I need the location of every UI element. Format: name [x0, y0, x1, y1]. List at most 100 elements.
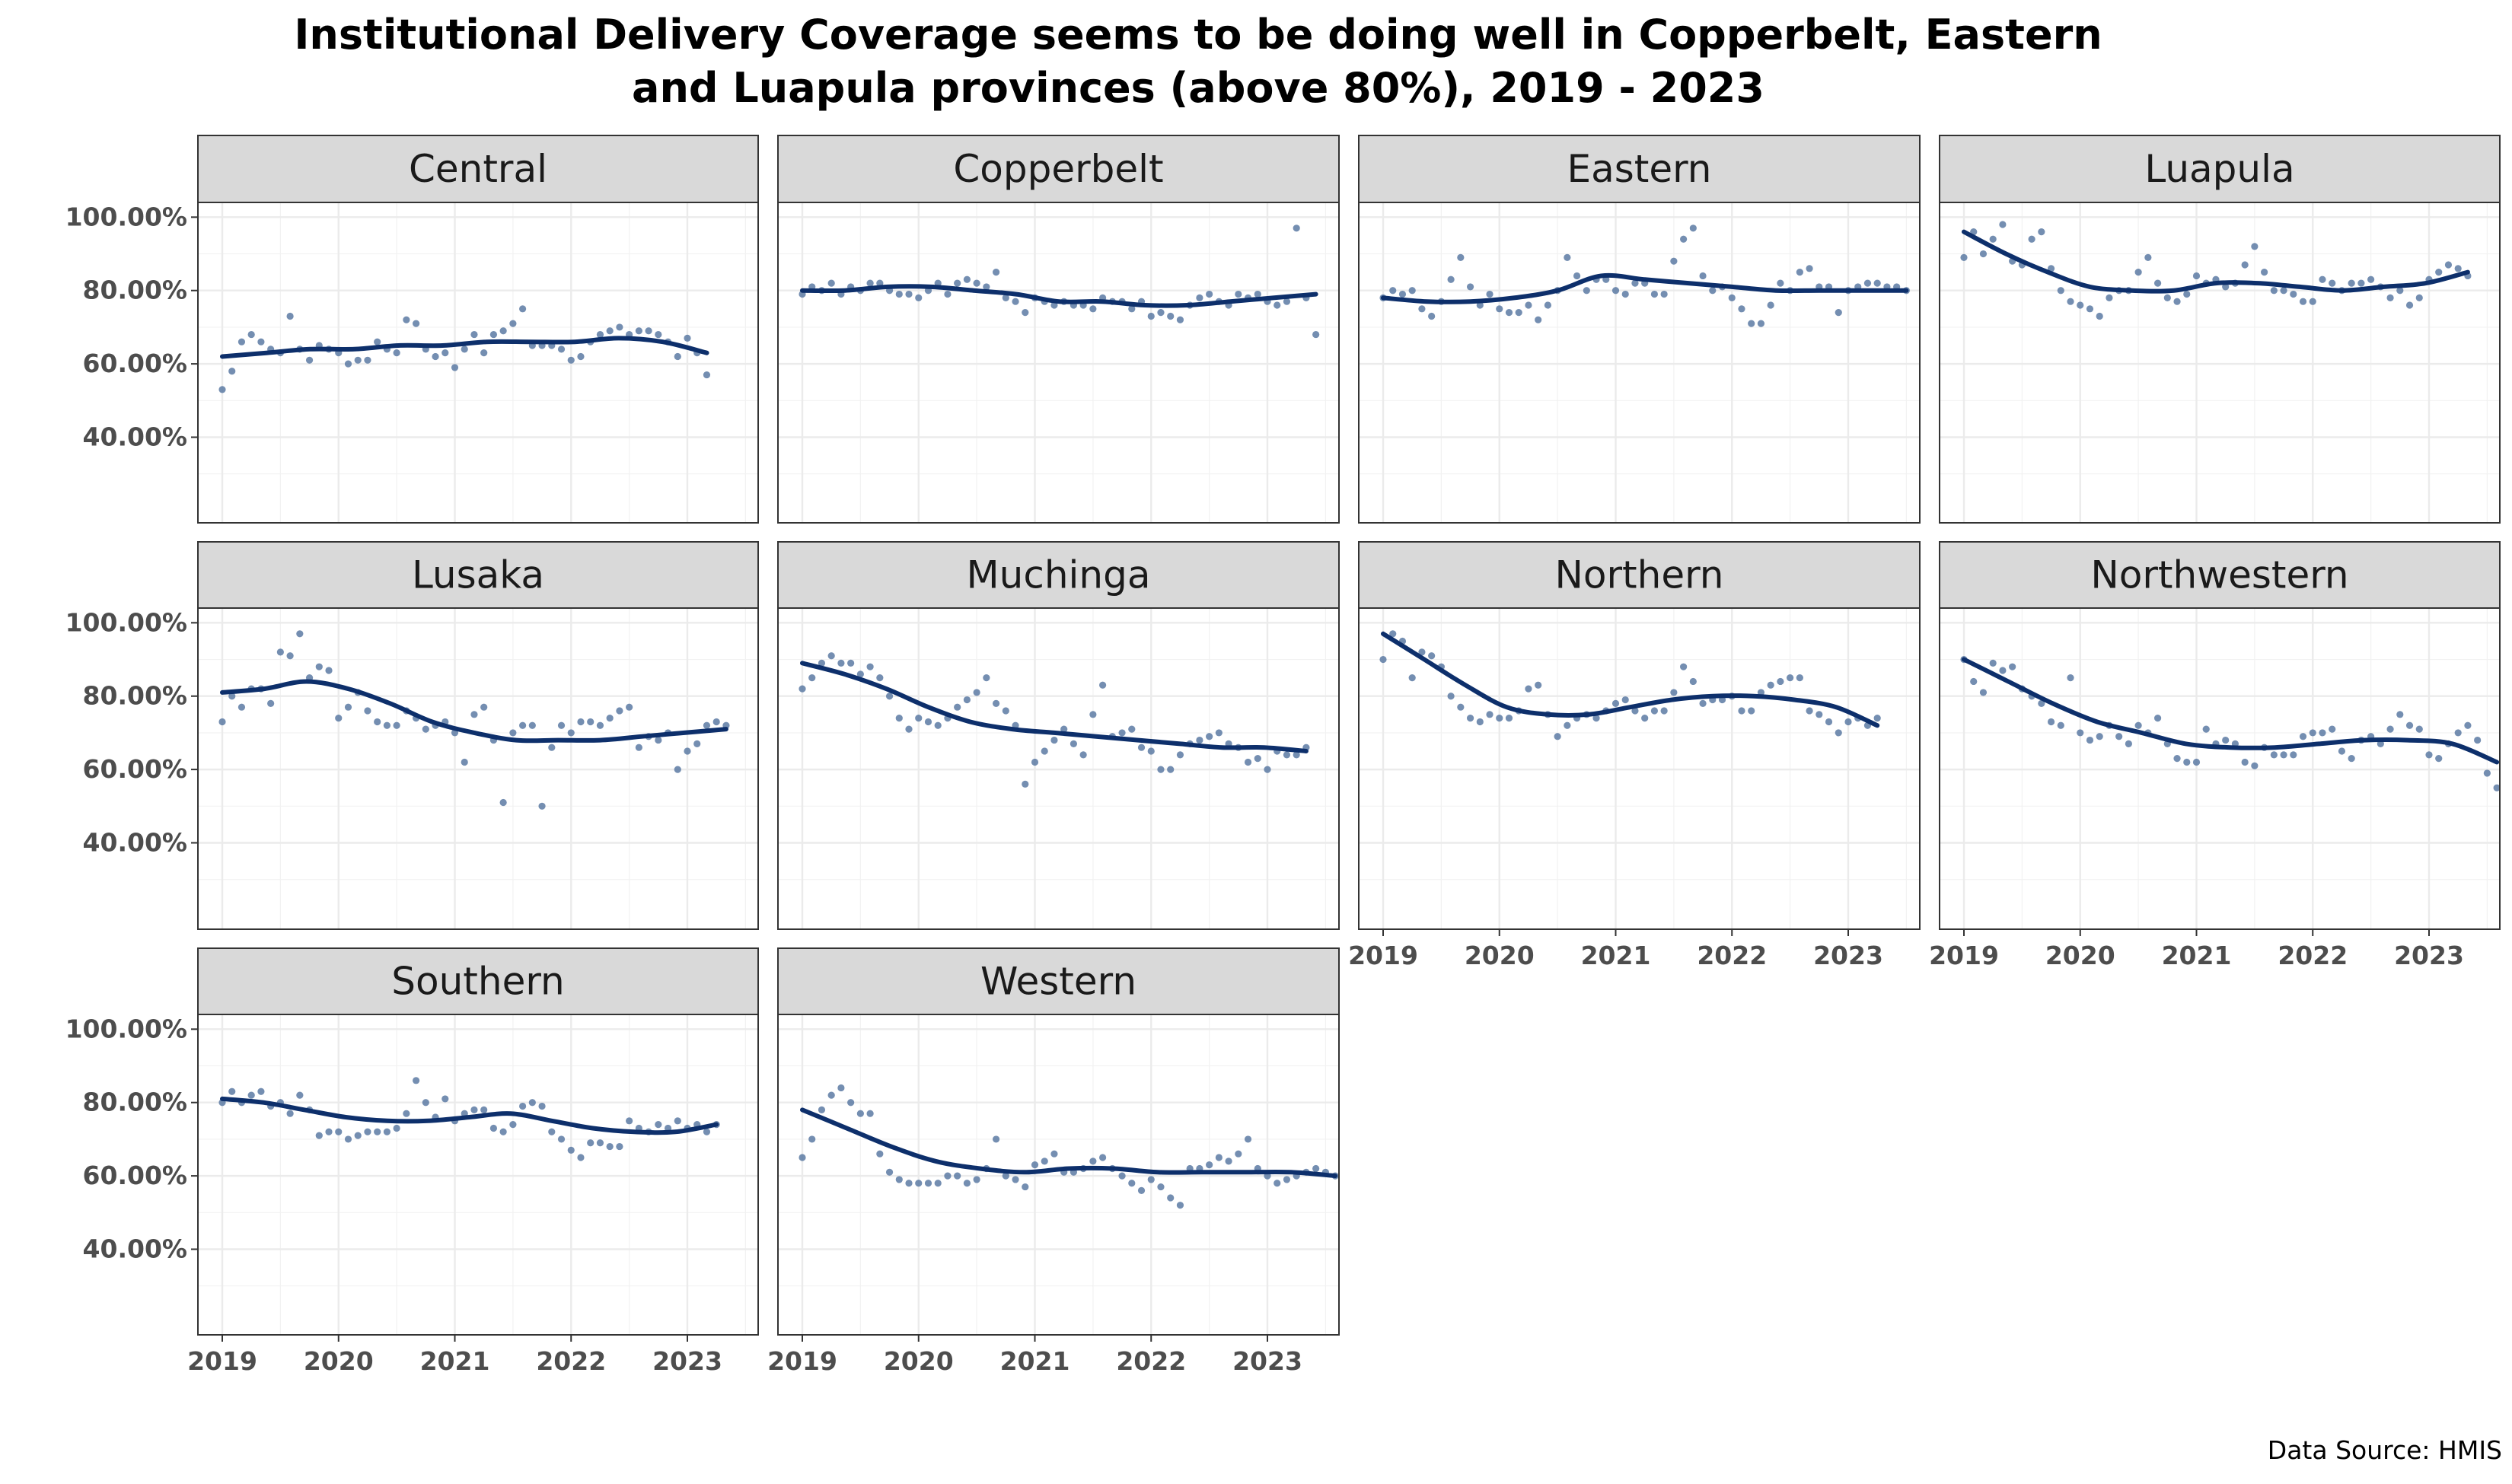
data-point	[354, 356, 362, 364]
data-point	[2367, 275, 2375, 283]
data-point	[1796, 269, 1803, 276]
facet-eastern: Eastern	[1358, 135, 1921, 524]
data-point	[577, 718, 585, 726]
data-point	[1137, 1186, 1146, 1194]
data-point	[808, 674, 816, 682]
data-point	[2173, 298, 2181, 305]
data-point	[1031, 758, 1039, 766]
data-point	[1535, 316, 1542, 323]
data-point	[1496, 305, 1503, 313]
data-point	[799, 685, 806, 693]
data-point	[412, 1077, 420, 1084]
data-point	[895, 290, 903, 298]
data-point	[1835, 309, 1842, 317]
data-point	[577, 352, 585, 361]
data-point	[1235, 1150, 1242, 1158]
data-point	[2163, 294, 2171, 301]
y-tick-label: 80.00%	[83, 275, 187, 305]
data-point	[577, 1154, 585, 1161]
data-point	[1428, 312, 1436, 320]
data-point	[1408, 674, 1416, 682]
data-point	[509, 729, 517, 737]
data-point	[528, 1099, 536, 1107]
data-point	[1128, 305, 1136, 313]
data-point	[1960, 253, 1968, 261]
data-point	[470, 330, 478, 339]
y-tick-label: 40.00%	[83, 422, 187, 452]
data-point	[218, 718, 226, 726]
data-point	[1274, 301, 1281, 309]
data-point	[1079, 751, 1087, 759]
x-tick-label: 2023	[2394, 941, 2464, 970]
data-point	[2251, 243, 2259, 250]
data-point	[2192, 758, 2201, 766]
data-point	[1660, 290, 1668, 298]
data-point	[2299, 733, 2307, 740]
data-point	[1544, 301, 1551, 309]
data-point	[1099, 681, 1107, 689]
data-point	[470, 1106, 478, 1113]
data-point	[2173, 755, 2181, 763]
data-point	[237, 338, 246, 346]
data-point	[364, 1128, 371, 1135]
data-point	[992, 699, 1000, 707]
data-point	[895, 715, 903, 722]
data-point	[538, 802, 546, 810]
data-point	[866, 279, 874, 287]
panel-background	[778, 202, 1339, 523]
data-point	[983, 283, 990, 291]
x-tick-label: 2020	[884, 1346, 954, 1376]
facet-luapula: Luapula	[1939, 135, 2501, 524]
data-point	[461, 758, 468, 766]
data-point	[1244, 1135, 1252, 1143]
data-point	[1050, 1150, 1058, 1158]
data-point	[818, 1106, 826, 1113]
data-point	[557, 1135, 566, 1143]
data-point	[1844, 718, 1852, 726]
data-point	[973, 279, 980, 287]
data-point	[528, 721, 536, 729]
smooth-trend-line	[800, 1107, 1338, 1179]
data-point	[1244, 758, 1252, 766]
panel-border	[1358, 607, 1921, 930]
data-point	[567, 1146, 575, 1154]
data-point	[2038, 228, 2045, 236]
data-point	[2115, 733, 2123, 740]
x-tick-label: 2020	[1465, 941, 1535, 970]
facet-copperbelt: Copperbelt	[777, 135, 1340, 524]
x-tick-label: 2021	[420, 1346, 490, 1376]
data-point	[509, 320, 517, 327]
data-point	[1806, 265, 1813, 272]
data-point	[1157, 309, 1165, 317]
data-point	[876, 279, 884, 287]
data-point	[1060, 725, 1068, 733]
data-point	[1176, 751, 1184, 759]
data-point	[1157, 766, 1165, 773]
data-point	[489, 1124, 498, 1132]
x-tick-label: 2021	[2162, 941, 2232, 970]
data-point	[1447, 693, 1455, 700]
panel-background	[198, 202, 758, 523]
data-point	[1283, 298, 1291, 305]
smooth-trend-line	[220, 336, 709, 359]
smooth-trend-line	[1962, 657, 2500, 765]
data-point	[247, 1091, 255, 1099]
data-point	[837, 1084, 845, 1092]
data-point	[305, 356, 314, 364]
data-point	[2483, 769, 2491, 777]
data-point	[827, 279, 835, 287]
data-point	[827, 652, 835, 660]
data-point	[2386, 294, 2394, 301]
data-point	[1293, 751, 1300, 759]
panel-border	[1939, 607, 2501, 930]
data-point	[1767, 301, 1774, 309]
data-point	[587, 1139, 595, 1147]
x-tick-label: 2019	[1929, 941, 1999, 970]
data-point	[276, 648, 284, 656]
data-point	[1022, 780, 1029, 788]
data-point	[1031, 1161, 1039, 1169]
data-point	[1689, 225, 1697, 232]
data-point	[1274, 1180, 1281, 1187]
data-point	[2396, 711, 2404, 718]
